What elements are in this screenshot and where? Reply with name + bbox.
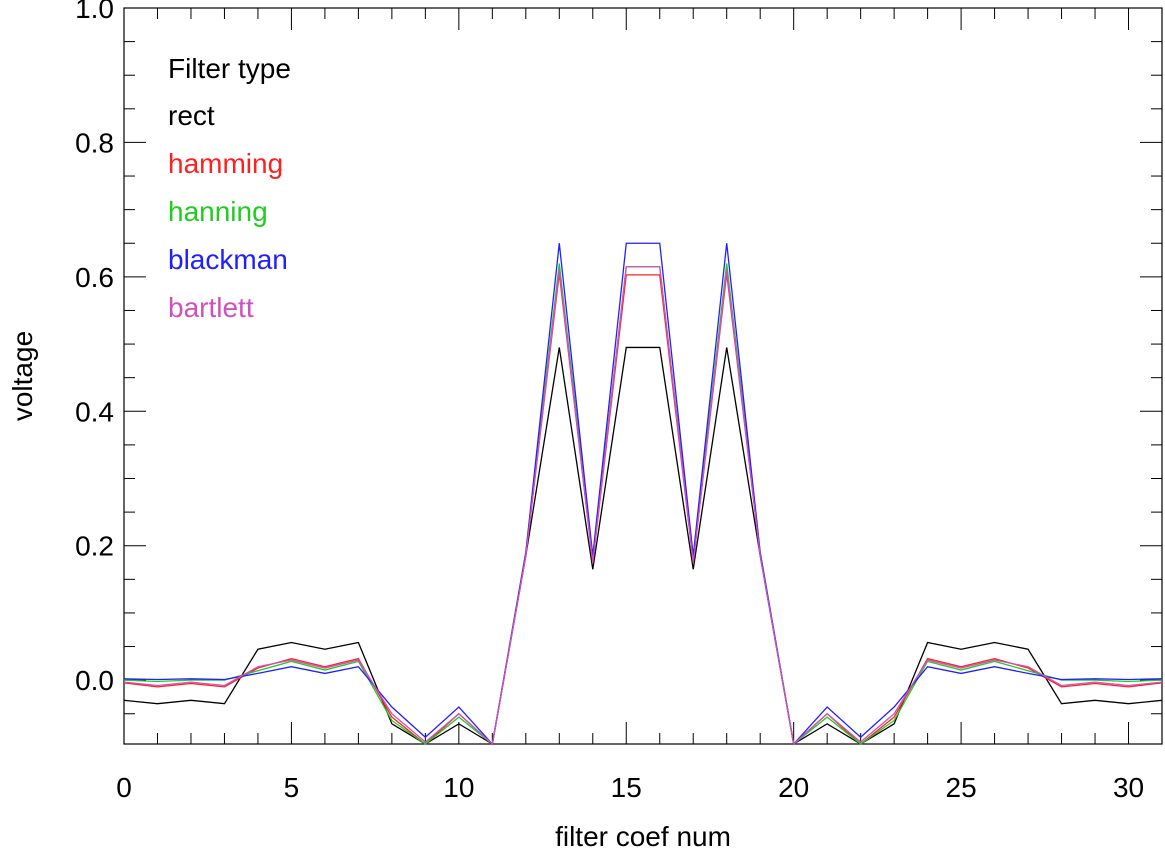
x-tick-label: 5 <box>284 772 300 803</box>
legend: Filter type rect hamming hanning blackman ba… <box>168 53 291 323</box>
series-line-bartlett <box>123 266 1163 746</box>
x-tick-label: 15 <box>611 772 642 803</box>
x-tick-label: 10 <box>443 772 474 803</box>
series-lines <box>123 242 1163 746</box>
x-tick-label: 30 <box>1113 772 1144 803</box>
x-axis-label: filter coef num <box>555 821 731 852</box>
x-tick-label: 20 <box>778 772 809 803</box>
legend-entry-hanning: hanning <box>168 196 268 227</box>
legend-entry-blackman: blackman <box>168 244 288 275</box>
y-tick-label: 1.0 <box>75 0 114 24</box>
axis-ticks <box>123 7 1163 744</box>
series-line-rect <box>123 346 1163 746</box>
series-line-hamming <box>123 273 1163 746</box>
y-axis-label: voltage <box>7 331 38 421</box>
y-tick-label: 0.8 <box>75 127 114 158</box>
y-tick-label: 0.0 <box>75 665 114 696</box>
tick-labels: 0 5 10 15 20 25 30 0.0 0.2 0.4 0.6 0.8 1.0 <box>75 0 1144 803</box>
y-tick-label: 0.2 <box>75 531 114 562</box>
legend-entry-bartlett: bartlett <box>168 292 254 323</box>
legend-title: Filter type <box>168 53 291 84</box>
legend-entry-rect: rect <box>168 100 215 131</box>
x-tick-label: 0 <box>116 772 132 803</box>
legend-entry-hamming: hamming <box>168 148 283 179</box>
y-tick-label: 0.6 <box>75 262 114 293</box>
plot-frame <box>123 7 1163 745</box>
series-line-blackman <box>123 242 1163 746</box>
y-tick-label: 0.4 <box>75 396 114 427</box>
series-line-hanning <box>123 263 1163 746</box>
x-tick-label: 25 <box>946 772 977 803</box>
